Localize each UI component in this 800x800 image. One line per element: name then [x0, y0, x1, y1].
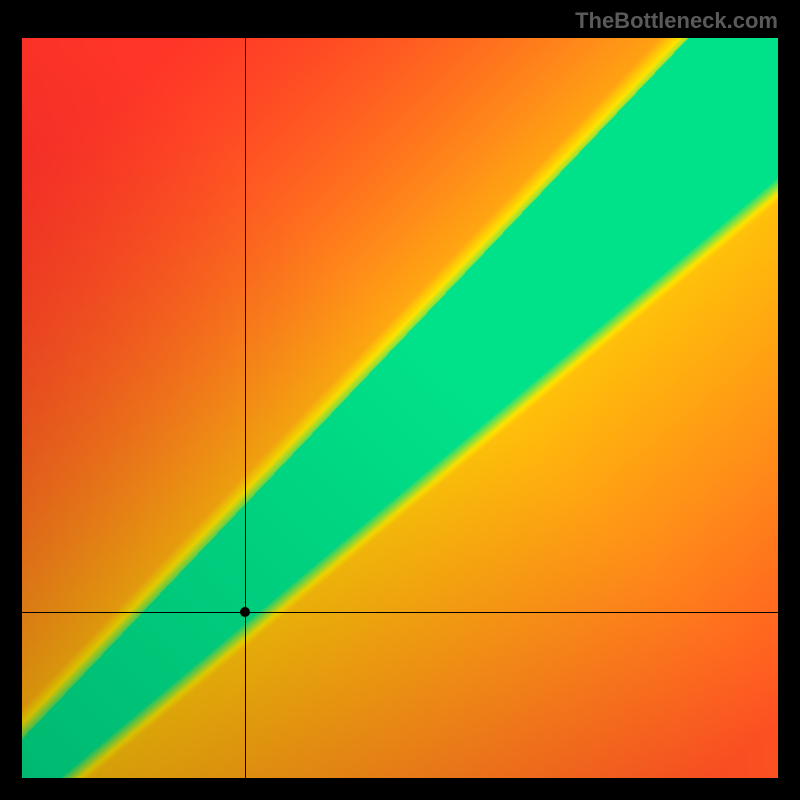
heatmap-canvas [22, 38, 778, 778]
crosshair-vertical [245, 38, 246, 778]
watermark-text: TheBottleneck.com [575, 8, 778, 34]
crosshair-horizontal [22, 612, 778, 613]
data-point-marker [240, 607, 250, 617]
bottleneck-heatmap [22, 38, 778, 778]
